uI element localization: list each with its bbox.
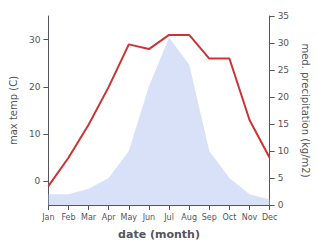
svg-text:0: 0: [35, 176, 41, 186]
svg-text:Nov: Nov: [242, 213, 258, 222]
svg-text:May: May: [121, 213, 138, 222]
svg-text:0: 0: [278, 200, 284, 210]
svg-text:Jan: Jan: [41, 213, 54, 222]
svg-text:5: 5: [278, 173, 284, 183]
svg-text:30: 30: [29, 35, 41, 45]
svg-text:Aug: Aug: [181, 213, 197, 222]
svg-text:25: 25: [278, 65, 289, 75]
svg-text:Feb: Feb: [61, 213, 75, 222]
svg-text:Oct: Oct: [222, 213, 236, 222]
svg-text:20: 20: [278, 92, 290, 102]
svg-text:med. precipitation (kg/m2): med. precipitation (kg/m2): [300, 43, 311, 177]
svg-text:Apr: Apr: [102, 213, 117, 222]
svg-text:Jun: Jun: [142, 213, 156, 222]
svg-text:max temp (C): max temp (C): [8, 76, 19, 145]
svg-text:Jul: Jul: [163, 213, 174, 222]
svg-text:Sep: Sep: [202, 213, 217, 222]
svg-text:date (month): date (month): [118, 228, 200, 241]
svg-text:35: 35: [278, 11, 289, 21]
svg-text:30: 30: [278, 38, 290, 48]
svg-text:20: 20: [29, 82, 41, 92]
svg-text:Dec: Dec: [262, 213, 277, 222]
svg-text:Mar: Mar: [81, 213, 97, 222]
svg-text:10: 10: [29, 129, 41, 139]
svg-text:10: 10: [278, 146, 290, 156]
svg-text:15: 15: [278, 119, 289, 129]
